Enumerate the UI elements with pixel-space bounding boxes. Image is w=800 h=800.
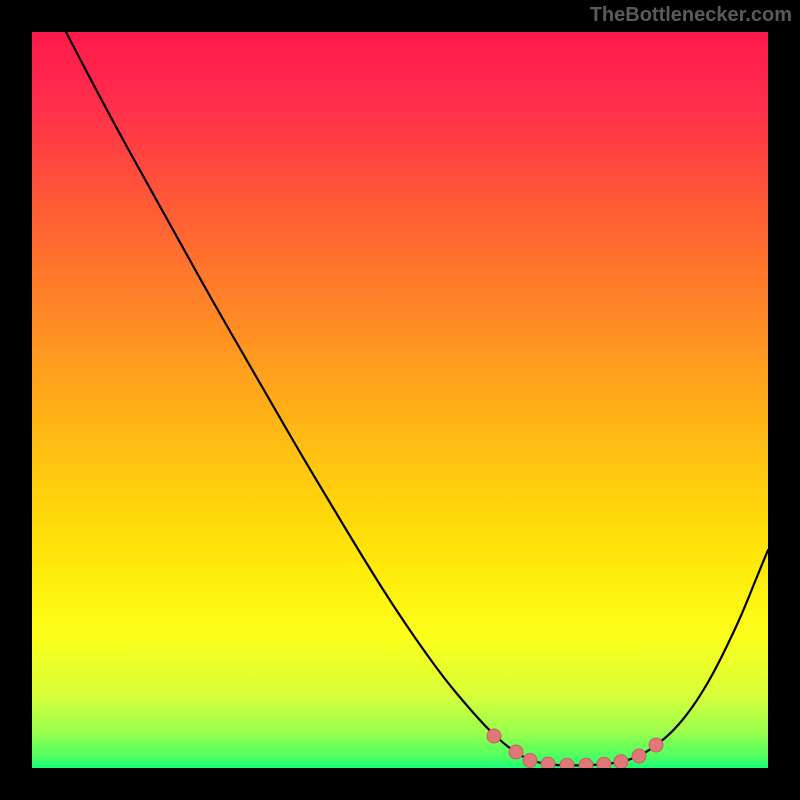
marker-point [509,745,523,759]
marker-point [541,757,555,768]
marker-point [597,757,611,768]
marker-point [579,758,593,768]
marker-point [614,755,628,768]
bottleneck-curve [66,32,768,765]
marker-point [632,749,646,763]
marker-point [487,729,501,743]
marker-point [560,758,574,768]
marker-group [487,729,663,768]
watermark-text: TheBottlenecker.com [590,4,792,27]
plot-area [32,32,768,768]
chart-container: TheBottlenecker.com [0,0,800,800]
marker-point [523,754,537,768]
curve-layer [32,32,768,768]
marker-point [649,738,663,752]
